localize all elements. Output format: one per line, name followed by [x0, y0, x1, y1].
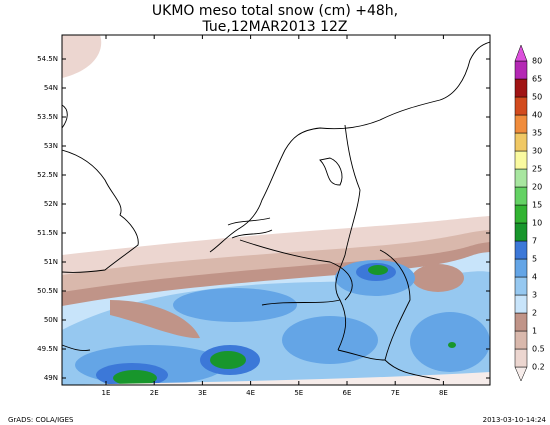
lon-label: 1E	[102, 389, 111, 397]
lat-label: 52N	[44, 200, 58, 208]
coastline	[209, 41, 490, 253]
lon-label: 4E	[246, 389, 255, 397]
colorbar-label: 1	[532, 327, 537, 336]
colorbar-label: 0.5	[532, 345, 545, 354]
footer-left: GrADS: COLA/IGES	[8, 416, 74, 424]
colorbar-label: 3	[532, 291, 537, 300]
lat-label: 51N	[44, 258, 58, 266]
colorbar-box	[514, 204, 528, 224]
colorbar-label: 10	[532, 219, 542, 228]
footer-right: 2013-03-10-14:24	[483, 416, 547, 424]
colorbar-label: 25	[532, 165, 542, 174]
colorbar-box	[514, 330, 528, 350]
snow-area	[410, 312, 490, 372]
colorbar-triangle	[514, 366, 528, 382]
lat-label: 52.5N	[37, 171, 58, 179]
lat-label: 51.5N	[37, 229, 58, 237]
colorbar-triangle	[514, 44, 528, 62]
colorbar-label: 20	[532, 183, 542, 192]
snow-area	[113, 370, 157, 385]
title-line: Tue,12MAR2013 12Z	[201, 19, 347, 35]
snow-area	[210, 351, 246, 369]
lon-label: 3E	[198, 389, 207, 397]
coastline	[227, 217, 273, 239]
snow-area	[62, 372, 490, 385]
snow-area	[110, 300, 200, 339]
colorbar-label: 30	[532, 147, 542, 156]
lat-label: 49N	[44, 374, 58, 382]
colorbar-box	[514, 186, 528, 206]
lat-label: 53.5N	[37, 113, 58, 121]
snow-area	[173, 288, 297, 322]
snow-area	[448, 342, 456, 348]
colorbar-label: 0.2	[532, 363, 545, 372]
colorbar-box	[514, 294, 528, 314]
colorbar-box	[514, 60, 528, 80]
colorbar-box	[514, 240, 528, 260]
title-line: UKMO meso total snow (cm) +48h,	[152, 3, 398, 19]
lon-label: 7E	[391, 389, 400, 397]
colorbar-box	[514, 150, 528, 170]
lat-label: 54.5N	[37, 55, 58, 63]
lon-label: 2E	[150, 389, 159, 397]
colorbar-box	[514, 222, 528, 242]
lat-label: 50.5N	[37, 287, 58, 295]
colorbar-label: 4	[532, 273, 537, 282]
colorbar-box	[514, 348, 528, 368]
colorbar-box	[514, 258, 528, 278]
snow-area	[282, 316, 378, 364]
colorbar-label: 7	[532, 237, 537, 246]
snow-field	[62, 35, 490, 385]
colorbar-box	[514, 78, 528, 98]
colorbar-label: 50	[532, 93, 542, 102]
colorbar-box	[514, 276, 528, 296]
lat-label: 49.5N	[37, 345, 58, 353]
colorbar-box	[514, 132, 528, 152]
coastline	[62, 344, 91, 351]
colorbar-label: 65	[532, 75, 542, 84]
colorbar-label: 15	[532, 201, 542, 210]
border	[239, 124, 441, 381]
colorbar-label: 35	[532, 129, 542, 138]
snow-area	[368, 265, 388, 275]
plot-frame	[61, 34, 491, 386]
colorbar-label: 5	[532, 255, 537, 264]
colorbar-label: 80	[532, 57, 542, 66]
colorbar-box	[514, 312, 528, 332]
lon-label: 6E	[343, 389, 352, 397]
lon-label: 8E	[439, 389, 448, 397]
snow-area	[62, 35, 102, 78]
lat-label: 53N	[44, 142, 58, 150]
colorbar-box	[514, 168, 528, 188]
coastline	[319, 157, 343, 186]
snow-area	[412, 264, 464, 292]
lon-label: 5E	[294, 389, 303, 397]
colorbar-box	[514, 96, 528, 116]
lat-label: 50N	[44, 316, 58, 324]
lat-label: 54N	[44, 84, 58, 92]
coastline	[62, 104, 139, 273]
colorbar-label: 2	[532, 309, 537, 318]
colorbar-box	[514, 114, 528, 134]
colorbar-label: 40	[532, 111, 542, 120]
